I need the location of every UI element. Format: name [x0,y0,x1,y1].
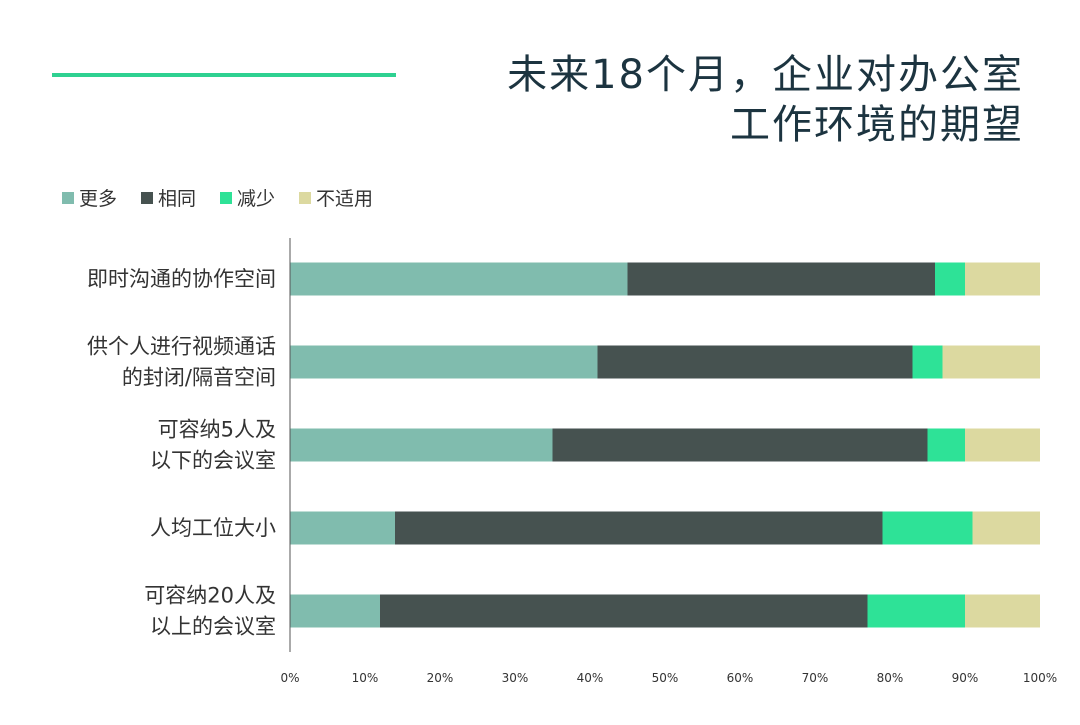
x-tick-label: 50% [652,671,679,685]
x-tick-label: 40% [577,671,604,685]
bar-segment [912,345,943,379]
x-tick-label: 90% [952,671,979,685]
category-label: 可容纳20人及 [144,584,276,608]
bar-segment [627,262,935,296]
title-accent-line [52,73,396,77]
x-tick-label: 0% [280,671,299,685]
bar-segment [290,428,553,462]
bar-segment [552,428,928,462]
category-label: 以上的会议室 [150,615,276,639]
bar-segment [965,428,1040,462]
bar-segment [882,511,973,545]
category-label: 即时沟通的协作空间 [87,267,276,291]
chart-title-line-2: 工作环境的期望 [730,102,1024,148]
legend-item: 减少 [220,184,275,211]
bar-segment [965,594,1040,628]
bar-segment [942,345,1040,379]
bar-segment [965,262,1040,296]
legend-item: 相同 [141,184,196,211]
chart-title: 未来18个月，企业对办公室 工作环境的期望 [507,50,1024,150]
bar-segment [867,594,965,628]
bar-segment [290,345,598,379]
bar-segment [597,345,913,379]
category-label: 以下的会议室 [150,449,276,473]
legend-item: 更多 [62,184,117,211]
category-label: 可容纳5人及 [158,418,276,442]
bar-segment [935,262,965,296]
category-label: 供个人进行视频通话 [87,335,276,359]
x-tick-label: 30% [502,671,529,685]
legend-label: 不适用 [316,188,374,210]
legend-item: 不适用 [299,184,373,211]
bar-segment [290,262,628,296]
legend-label: 减少 [237,188,276,210]
bar-segment [395,511,883,545]
chart-legend: 更多 相同 减少 不适用 [62,184,397,211]
x-tick-label: 10% [352,671,379,685]
bar-segment [290,594,380,628]
legend-swatch [299,191,312,204]
x-tick-label: 60% [727,671,754,685]
legend-swatch [220,191,233,204]
chart-title-line-1: 未来18个月，企业对办公室 [507,52,1024,98]
bar-segment [972,511,1040,545]
x-tick-label: 80% [877,671,904,685]
bar-segment [380,594,868,628]
x-tick-label: 20% [427,671,454,685]
legend-label: 相同 [158,188,197,210]
category-label: 的封闭/隔音空间 [122,366,276,390]
legend-swatch [62,191,74,204]
bar-segment [927,428,965,462]
x-tick-label: 70% [802,671,829,685]
x-tick-label: 100% [1023,671,1057,685]
bar-segment [290,511,395,545]
category-label: 人均工位大小 [150,516,276,540]
legend-label: 更多 [79,188,118,210]
legend-swatch [141,191,154,204]
